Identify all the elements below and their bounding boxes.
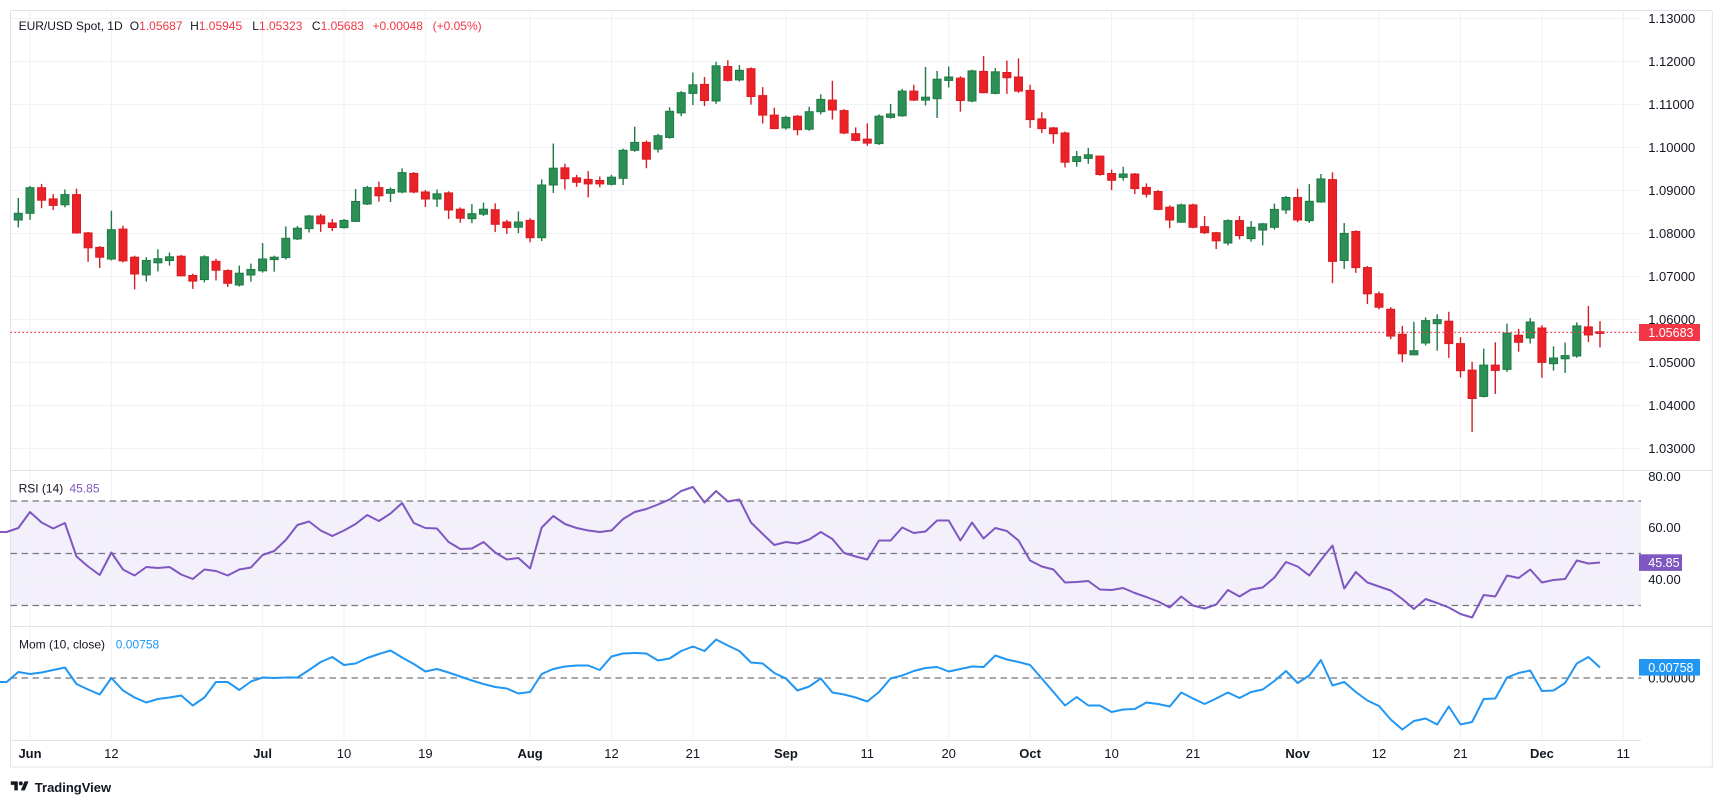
svg-text:45.85: 45.85 — [1648, 556, 1679, 570]
svg-text:11: 11 — [861, 746, 875, 761]
svg-text:Jun: Jun — [18, 746, 41, 761]
svg-text:11: 11 — [1617, 746, 1631, 761]
svg-text:60.00: 60.00 — [1648, 520, 1681, 535]
svg-text:1.07000: 1.07000 — [1648, 269, 1695, 284]
svg-text:1.03000: 1.03000 — [1648, 441, 1695, 456]
svg-text:1.12000: 1.12000 — [1648, 54, 1695, 69]
svg-text:Aug: Aug — [517, 746, 542, 761]
svg-text:1.05000: 1.05000 — [1648, 355, 1695, 370]
svg-text:12: 12 — [1372, 746, 1386, 761]
svg-text:Mom (10, close)0.00758: Mom (10, close) 0.00758 — [19, 638, 160, 652]
svg-text:1.04000: 1.04000 — [1648, 398, 1695, 413]
svg-text:19: 19 — [418, 746, 432, 761]
svg-text:12: 12 — [604, 746, 618, 761]
svg-text:Sep: Sep — [774, 746, 798, 761]
svg-text:RSI (14)45.85: RSI (14) 45.85 — [19, 482, 100, 496]
svg-text:1.09000: 1.09000 — [1648, 183, 1695, 198]
svg-text:21: 21 — [1453, 746, 1467, 761]
svg-text:12: 12 — [104, 746, 118, 761]
svg-text:1.08000: 1.08000 — [1648, 226, 1695, 241]
svg-text:1.13000: 1.13000 — [1648, 11, 1695, 26]
svg-text:21: 21 — [1186, 746, 1200, 761]
svg-text:1.10000: 1.10000 — [1648, 140, 1695, 155]
svg-text:20: 20 — [941, 746, 955, 761]
svg-text:Jul: Jul — [253, 746, 272, 761]
svg-text:TradingView: TradingView — [35, 780, 112, 795]
svg-text:1.11000: 1.11000 — [1648, 97, 1694, 112]
svg-text:Oct: Oct — [1019, 746, 1041, 761]
svg-text:Dec: Dec — [1530, 746, 1554, 761]
svg-text:1.06000: 1.06000 — [1648, 312, 1695, 327]
svg-text:80.00: 80.00 — [1648, 469, 1681, 484]
svg-text:10: 10 — [1104, 746, 1118, 761]
svg-text:1.05683: 1.05683 — [1648, 326, 1693, 340]
svg-text:10: 10 — [337, 746, 351, 761]
svg-text:21: 21 — [686, 746, 700, 761]
svg-text:Nov: Nov — [1285, 746, 1310, 761]
svg-text:40.00: 40.00 — [1648, 572, 1681, 587]
svg-text:0.00758: 0.00758 — [1648, 661, 1693, 675]
